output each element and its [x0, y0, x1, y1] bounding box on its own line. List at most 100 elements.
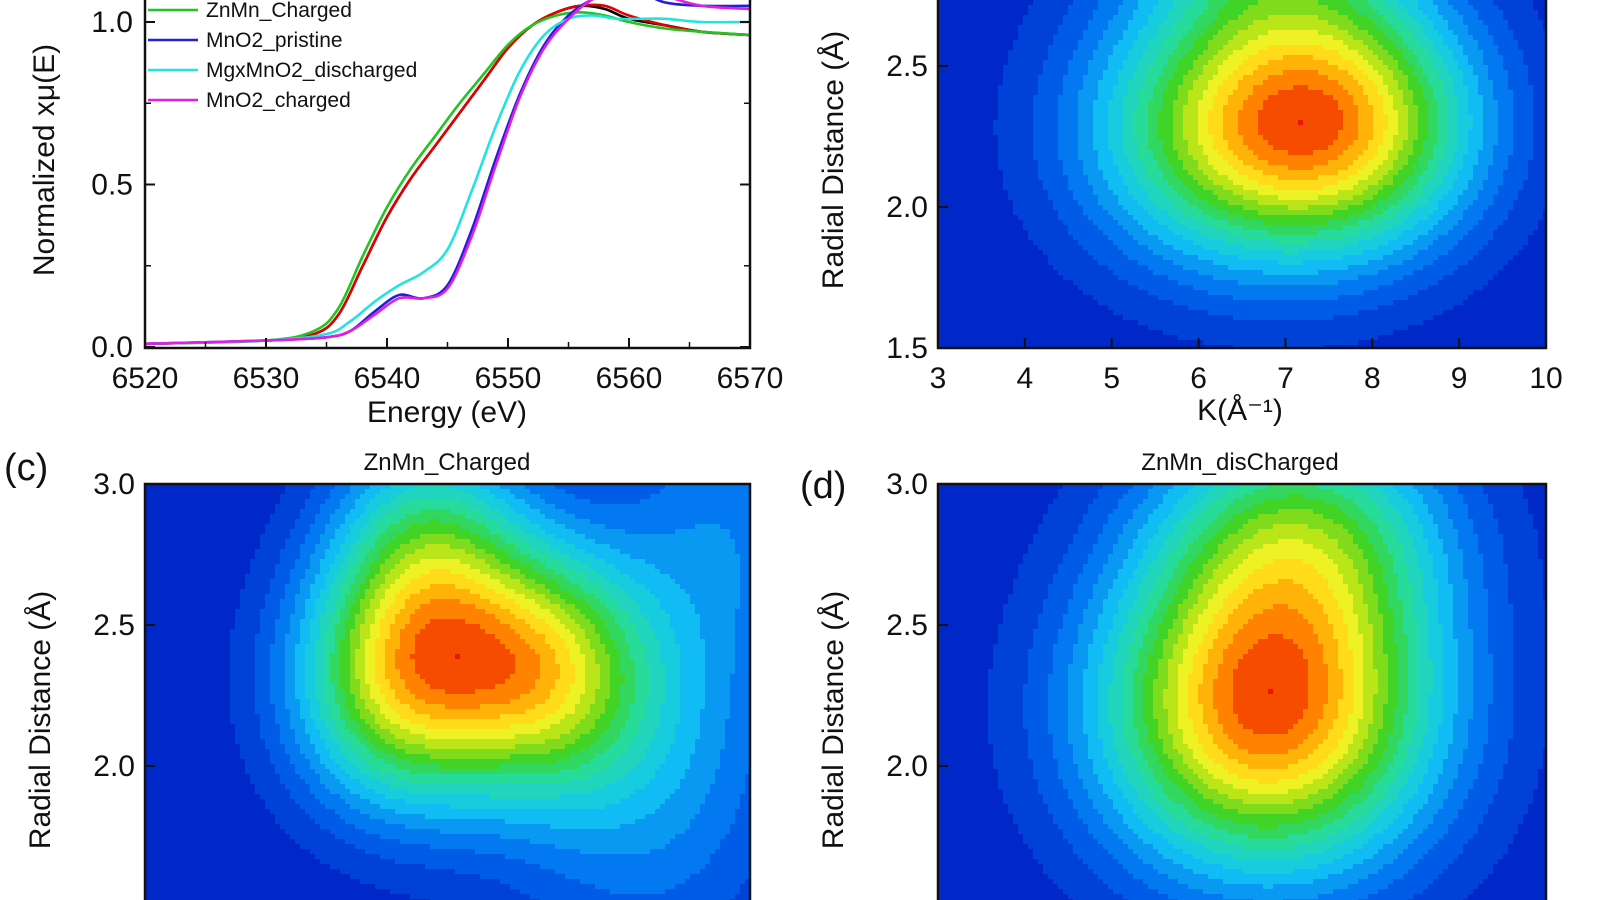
- contour-cell: [1148, 125, 1154, 131]
- contour-cell: [1533, 35, 1539, 41]
- contour-cell: [1308, 80, 1314, 86]
- contour-cell: [1443, 165, 1449, 171]
- contour-cell: [1208, 5, 1214, 11]
- contour-cell: [1483, 190, 1489, 196]
- contour-cell: [1203, 200, 1209, 206]
- contour-cell: [1013, 115, 1019, 121]
- contour-cell: [1473, 10, 1479, 16]
- contour-cell: [1238, 90, 1244, 96]
- contour-cell: [1018, 160, 1024, 166]
- contour-cell: [973, 35, 979, 41]
- contour-cell: [1163, 65, 1169, 71]
- contour-cell: [1358, 95, 1364, 101]
- contour-cell: [1288, 90, 1294, 96]
- contour-cell: [1173, 0, 1179, 6]
- contour-cell: [958, 145, 964, 151]
- contour-cell: [1118, 120, 1124, 126]
- contour-cell: [1428, 180, 1434, 186]
- contour-cell: [953, 160, 959, 166]
- contour-cell: [1503, 165, 1509, 171]
- contour-cell: [1408, 130, 1414, 136]
- contour-cell: [1088, 5, 1094, 11]
- contour-cell: [1313, 55, 1319, 61]
- contour-cell: [1178, 125, 1184, 131]
- contour-cell: [1293, 0, 1299, 6]
- contour-cell: [1078, 135, 1084, 141]
- contour-cell: [1163, 150, 1169, 156]
- contour-cell: [1123, 190, 1129, 196]
- contour-cell: [1223, 130, 1229, 136]
- contour-cell: [1143, 30, 1149, 36]
- contour-cell: [1383, 15, 1389, 21]
- contour-cell: [1448, 95, 1454, 101]
- contour-cell: [1073, 195, 1079, 201]
- contour-cell: [1338, 150, 1344, 156]
- contour-cell: [1388, 95, 1394, 101]
- contour-cell: [1278, 15, 1284, 21]
- contour-cell: [1253, 180, 1259, 186]
- contour-cell: [1343, 175, 1349, 181]
- contour-cell: [1458, 175, 1464, 181]
- contour-cell: [1193, 0, 1199, 6]
- contour-cell: [1313, 190, 1319, 196]
- contour-cell: [1303, 60, 1309, 66]
- contour-cell: [1188, 125, 1194, 131]
- contour-cell: [1103, 40, 1109, 46]
- contour-cell: [1273, 15, 1279, 21]
- contour-cell: [1153, 115, 1159, 121]
- contour-cell: [1253, 20, 1259, 26]
- contour-cell: [1143, 175, 1149, 181]
- contour-cell: [1093, 35, 1099, 41]
- contour-cell: [1308, 130, 1314, 136]
- contour-cell: [1333, 185, 1339, 191]
- contour-cell: [1378, 15, 1384, 21]
- contour-cell: [1063, 25, 1069, 31]
- contour-cell: [1273, 165, 1279, 171]
- contour-cell: [1038, 125, 1044, 131]
- contour-cell: [1073, 170, 1079, 176]
- contour-cell: [1283, 95, 1289, 101]
- contour-cell: [1373, 85, 1379, 91]
- contour-cell: [1323, 145, 1329, 151]
- contour-cell: [1523, 155, 1529, 161]
- contour-cell: [1223, 140, 1229, 146]
- contour-cell: [983, 200, 989, 206]
- contour-cell: [1278, 80, 1284, 86]
- contour-cell: [1053, 195, 1059, 201]
- contour-cell: [1333, 90, 1339, 96]
- contour-cell: [1013, 5, 1019, 11]
- contour-cell: [1528, 30, 1534, 36]
- contour-cell: [1223, 200, 1229, 206]
- contour-cell: [1378, 70, 1384, 76]
- contour-cell: [1533, 60, 1539, 66]
- contour-cell: [1373, 160, 1379, 166]
- contour-cell: [1278, 30, 1284, 36]
- contour-cell: [1423, 45, 1429, 51]
- contour-cell: [1118, 5, 1124, 11]
- contour-cell: [948, 175, 954, 181]
- contour-cell: [1203, 5, 1209, 11]
- contour-cell: [1423, 10, 1429, 16]
- contour-cell: [1033, 100, 1039, 106]
- contour-cell: [1118, 65, 1124, 71]
- contour-cell: [1473, 110, 1479, 116]
- contour-cell: [988, 155, 994, 161]
- contour-cell: [1343, 25, 1349, 31]
- contour-cell: [1493, 40, 1499, 46]
- contour-cell: [1373, 190, 1379, 196]
- contour-cell: [1483, 165, 1489, 171]
- contour-cell: [958, 20, 964, 26]
- contour-cell: [1033, 60, 1039, 66]
- contour-cell: [1518, 190, 1524, 196]
- contour-cell: [1518, 45, 1524, 51]
- contour-cell: [1338, 35, 1344, 41]
- contour-cell: [948, 100, 954, 106]
- contour-cell: [1113, 195, 1119, 201]
- contour-cell: [1388, 180, 1394, 186]
- contour-cell: [1148, 40, 1154, 46]
- contour-cell: [1098, 65, 1104, 71]
- contour-cell: [1203, 70, 1209, 76]
- contour-cell: [1248, 90, 1254, 96]
- contour-cell: [988, 25, 994, 31]
- contour-cell: [1428, 190, 1434, 196]
